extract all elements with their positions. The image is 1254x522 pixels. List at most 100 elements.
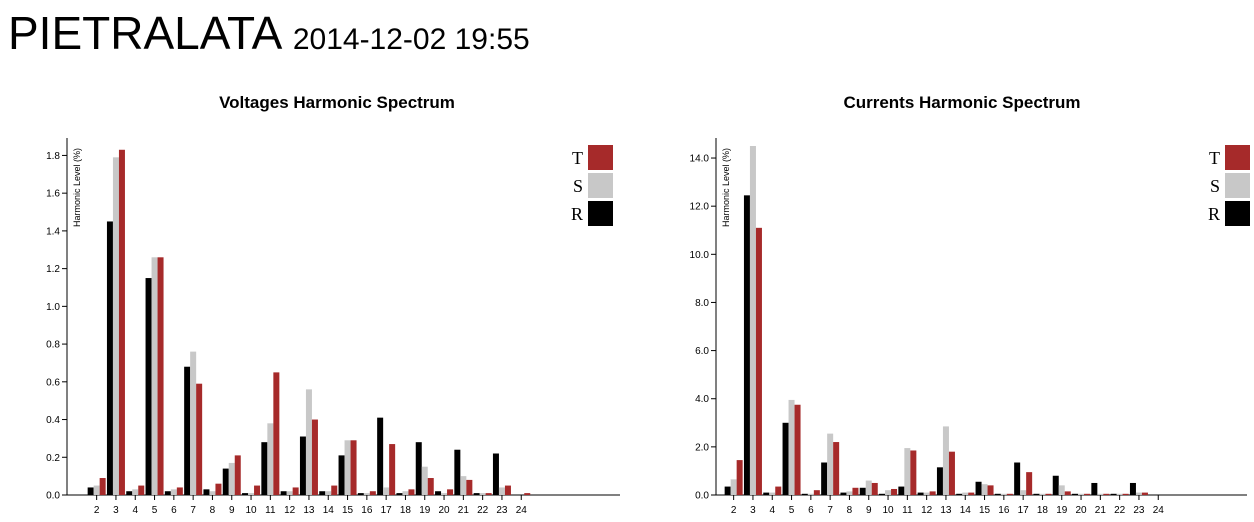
bar-R-11 xyxy=(261,442,268,495)
bar-T-7 xyxy=(196,383,203,495)
x-tick-label: 8 xyxy=(847,505,853,516)
bar-R-15 xyxy=(975,481,982,495)
legend-swatch-S xyxy=(1225,173,1250,198)
x-tick-label: 13 xyxy=(303,505,315,516)
bar-S-19 xyxy=(421,466,428,495)
bar-R-15 xyxy=(338,455,345,495)
bar-S-15 xyxy=(344,440,351,495)
bar-S-17 xyxy=(383,487,390,495)
bar-S-4 xyxy=(769,492,776,495)
x-tick-label: 14 xyxy=(323,505,335,516)
bar-T-9 xyxy=(871,482,878,495)
bar-T-14 xyxy=(331,485,338,495)
bar-R-22 xyxy=(473,493,480,495)
bar-T-9 xyxy=(234,455,241,495)
y-tick-label: 1.4 xyxy=(46,226,60,237)
x-tick-label: 10 xyxy=(882,505,894,516)
bar-T-24 xyxy=(524,493,531,495)
y-tick-label: 0.8 xyxy=(46,340,60,351)
legend-swatch-T xyxy=(588,145,613,170)
y-tick-label: 1.6 xyxy=(46,189,60,200)
bar-T-4 xyxy=(138,485,145,495)
bar-S-18 xyxy=(402,491,409,495)
bar-S-11 xyxy=(904,448,911,495)
bar-T-23 xyxy=(504,485,511,495)
bar-T-2 xyxy=(99,478,106,495)
bar-R-4 xyxy=(126,491,133,495)
timestamp: 2014-12-02 19:55 xyxy=(292,23,530,56)
bar-R-17 xyxy=(1014,462,1021,495)
bar-T-3 xyxy=(118,149,125,495)
bar-S-9 xyxy=(865,480,872,495)
bar-S-18 xyxy=(1039,493,1046,495)
x-tick-label: 15 xyxy=(342,505,354,516)
bar-S-10 xyxy=(885,490,892,495)
bar-R-7 xyxy=(184,366,191,495)
bar-S-8 xyxy=(209,491,216,495)
bar-S-5 xyxy=(788,399,795,495)
bar-T-12 xyxy=(292,487,299,495)
x-tick-label: 12 xyxy=(921,505,933,516)
bar-T-21 xyxy=(1103,493,1110,495)
bar-S-14 xyxy=(962,492,969,495)
legend-swatch-R xyxy=(588,201,613,226)
legend-swatch-R xyxy=(1225,201,1250,226)
x-tick-label: 7 xyxy=(827,505,833,516)
x-tick-label: 17 xyxy=(381,505,393,516)
x-tick-label: 18 xyxy=(400,505,412,516)
x-tick-label: 24 xyxy=(1153,505,1165,516)
x-tick-label: 5 xyxy=(152,505,158,516)
bar-R-18 xyxy=(396,493,403,495)
legend-label-R: R xyxy=(571,204,583,224)
bar-T-22 xyxy=(485,493,492,495)
bar-S-20 xyxy=(1078,493,1085,495)
bar-T-19 xyxy=(1064,491,1071,495)
x-tick-label: 10 xyxy=(245,505,257,516)
bar-R-6 xyxy=(164,491,171,495)
bar-T-10 xyxy=(254,485,261,495)
x-tick-label: 13 xyxy=(940,505,952,516)
bar-R-9 xyxy=(859,487,866,495)
bar-T-4 xyxy=(775,486,782,495)
bar-T-5 xyxy=(794,404,801,495)
bar-S-13 xyxy=(942,426,949,495)
bar-S-8 xyxy=(846,491,853,495)
bar-R-10 xyxy=(242,493,249,495)
y-tick-label: 8.0 xyxy=(695,298,709,309)
bar-S-12 xyxy=(286,491,293,495)
bar-S-6 xyxy=(170,489,177,495)
x-tick-label: 17 xyxy=(1018,505,1030,516)
bar-S-4 xyxy=(132,489,139,495)
bar-T-20 xyxy=(1084,493,1091,495)
bar-R-21 xyxy=(454,449,461,495)
bar-S-3 xyxy=(749,146,756,495)
bar-T-10 xyxy=(891,488,898,495)
bar-T-5 xyxy=(157,257,164,495)
bar-S-21 xyxy=(1097,493,1104,495)
bar-R-5 xyxy=(145,278,152,495)
y-tick-label: 2.0 xyxy=(695,442,709,453)
bar-S-22 xyxy=(1116,493,1123,495)
y-tick-label: 6.0 xyxy=(695,346,709,357)
bar-S-2 xyxy=(730,479,737,495)
bar-S-14 xyxy=(325,491,332,495)
y-tick-label: 1.0 xyxy=(46,302,60,313)
bar-S-15 xyxy=(981,484,988,495)
bar-T-17 xyxy=(1026,472,1033,495)
bar-T-6 xyxy=(813,490,820,495)
x-tick-label: 5 xyxy=(789,505,795,516)
bar-R-19 xyxy=(1052,475,1059,495)
bar-S-5 xyxy=(151,257,158,495)
legend-label-S: S xyxy=(573,176,583,196)
bar-R-8 xyxy=(840,492,847,495)
x-tick-label: 4 xyxy=(132,505,138,516)
y-tick-label: 4.0 xyxy=(695,394,709,405)
bar-S-9 xyxy=(228,462,235,495)
y-axis-label: Harmonic Level (%) xyxy=(72,148,82,227)
bar-R-2 xyxy=(724,486,731,495)
x-tick-label: 12 xyxy=(284,505,296,516)
x-tick-label: 15 xyxy=(979,505,991,516)
bar-R-5 xyxy=(782,422,789,495)
bar-S-22 xyxy=(479,493,486,495)
bar-S-16 xyxy=(1000,493,1007,495)
